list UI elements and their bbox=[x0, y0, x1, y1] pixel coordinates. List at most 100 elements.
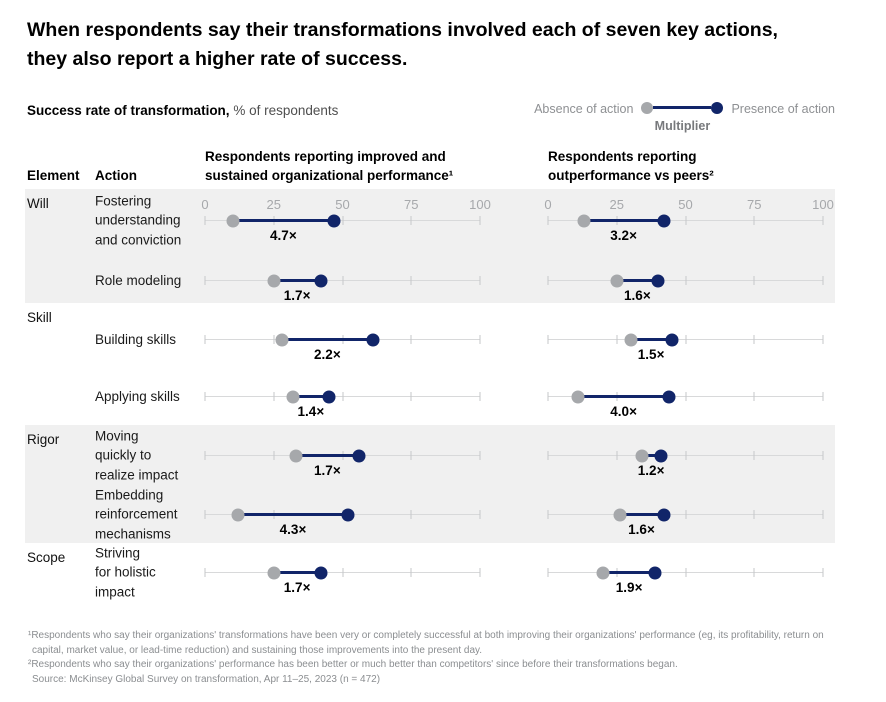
axis-tick-mark bbox=[204, 335, 206, 345]
axis-tick-mark bbox=[479, 335, 481, 345]
chart-row: Building skills 2.2× 1.5× bbox=[95, 303, 824, 369]
legend-graphic-group: Multiplier bbox=[641, 101, 724, 133]
axis-tick-mark bbox=[616, 335, 618, 345]
legend-dumbbell bbox=[641, 101, 724, 115]
performance-chart: 0 25 50 75 100 4.7× bbox=[201, 189, 490, 251]
footnote-1: ¹Respondents who say their organizations… bbox=[28, 629, 824, 656]
multiplier-line bbox=[619, 513, 664, 517]
performance-chart: 1.7× bbox=[204, 251, 481, 303]
absence-dot bbox=[267, 566, 281, 580]
element-label: Rigor bbox=[27, 431, 60, 447]
axis-tick-mark bbox=[822, 392, 824, 402]
action-label: Striving for holistic impact bbox=[95, 545, 156, 600]
multiplier-value: 1.6× bbox=[624, 287, 651, 303]
absence-dot bbox=[226, 214, 239, 228]
chart-row: Striving for holistic impact 1.7× 1.9× bbox=[95, 543, 824, 603]
presence-dot bbox=[327, 214, 341, 228]
axis-tick-mark bbox=[685, 568, 686, 578]
column-gap bbox=[480, 425, 548, 485]
multiplier-line bbox=[273, 571, 321, 575]
action-label: Embedding reinforcement mechanisms bbox=[95, 487, 178, 542]
action-cell: Building skills bbox=[95, 303, 205, 369]
axis-tick-mark bbox=[753, 335, 755, 345]
column-gap bbox=[480, 369, 548, 425]
performance-chart: 2.2× bbox=[204, 303, 481, 369]
axis-tick-label: 75 bbox=[404, 196, 419, 212]
axis-tick-mark bbox=[204, 568, 206, 578]
axis-tick-mark bbox=[273, 392, 275, 402]
axis-tick-mark bbox=[410, 216, 412, 226]
axis-tick-mark bbox=[342, 216, 343, 226]
action-label: Moving quickly to realize impact bbox=[95, 428, 179, 483]
footnotes: ¹Respondents who say their organizations… bbox=[27, 629, 839, 688]
axis-tick-mark bbox=[479, 451, 481, 461]
multiplier-value: 4.7× bbox=[270, 227, 297, 243]
peers-chart: 1.6× bbox=[547, 251, 824, 303]
element-group-rigor: Rigor Moving quickly to realize impact 1.7… bbox=[25, 424, 835, 543]
element-group-skill: Skill Building skills 2.2× 1.5× Applying ski… bbox=[25, 303, 835, 425]
legend-multiplier-label: Multiplier bbox=[654, 118, 711, 133]
axis-tick-mark bbox=[204, 510, 206, 520]
multiplier-line bbox=[603, 571, 656, 575]
chart-subtitle: Success rate of transformation, % of res… bbox=[27, 101, 338, 118]
action-label: Role modeling bbox=[95, 273, 182, 289]
axis-tick-mark bbox=[822, 335, 824, 345]
absence-dot bbox=[613, 508, 626, 522]
chart-row: Role modeling 1.7× 1.6× bbox=[95, 251, 824, 303]
axis-tick-mark bbox=[204, 451, 206, 461]
axis-tick-mark bbox=[616, 451, 618, 461]
absence-dot bbox=[610, 274, 624, 288]
axis-tick-mark bbox=[547, 335, 549, 345]
action-cell: Role modeling bbox=[95, 251, 205, 303]
axis-tick-mark bbox=[753, 216, 755, 226]
absence-dot bbox=[289, 449, 303, 463]
axis-tick-mark bbox=[685, 335, 686, 345]
axis-tick-mark bbox=[204, 392, 206, 402]
multiplier-value: 1.7× bbox=[314, 462, 341, 478]
presence-dot bbox=[314, 274, 327, 288]
group-rows: Fostering understanding and conviction 0 2… bbox=[95, 189, 834, 303]
axis-tick-mark bbox=[822, 510, 824, 520]
multiplier-line bbox=[273, 279, 321, 283]
multiplier-value: 4.0× bbox=[610, 403, 637, 419]
presence-dot bbox=[314, 566, 327, 580]
axis-tick-mark bbox=[547, 510, 549, 520]
axis-tick-mark bbox=[410, 510, 412, 520]
presence-dot bbox=[651, 274, 665, 288]
axis-tick-mark bbox=[547, 392, 549, 402]
absence-dot bbox=[635, 449, 648, 463]
peers-chart: 4.0× bbox=[547, 369, 824, 425]
presence-dot bbox=[352, 449, 366, 463]
action-cell: Applying skills bbox=[95, 369, 205, 425]
axis-tick-mark bbox=[547, 451, 549, 461]
axis-tick-mark bbox=[479, 510, 481, 520]
element-group-will: Will Fostering understanding and convicti… bbox=[25, 188, 835, 303]
axis-tick-mark bbox=[547, 276, 549, 286]
peers-column-header: Respondents reporting outperformance vs … bbox=[548, 147, 823, 185]
action-label: Building skills bbox=[95, 332, 177, 348]
legend-absence-label: Absence of action bbox=[534, 101, 634, 116]
presence-dot bbox=[662, 390, 676, 404]
multiplier-value: 3.2× bbox=[610, 227, 637, 243]
column-gap bbox=[480, 485, 548, 543]
multiplier-value: 1.5× bbox=[637, 346, 665, 362]
axis-tick-label: 0 bbox=[201, 196, 209, 212]
axis-tick-mark bbox=[822, 276, 824, 286]
axis-tick-mark bbox=[342, 568, 343, 578]
element-label: Scope bbox=[27, 549, 66, 565]
multiplier-value: 1.6× bbox=[628, 521, 655, 537]
peers-chart: 1.2× bbox=[547, 425, 824, 485]
performance-chart: 1.4× bbox=[204, 369, 481, 425]
multiplier-line bbox=[583, 219, 664, 223]
axis-tick-mark bbox=[342, 392, 343, 402]
axis-tick-mark bbox=[685, 392, 686, 402]
peers-column-header-text: Respondents reporting outperformance vs … bbox=[548, 148, 714, 183]
axis-tick-mark bbox=[410, 276, 412, 286]
axis-tick-label: 0 bbox=[544, 196, 552, 212]
multiplier-line bbox=[238, 513, 348, 517]
axis-tick-label: 50 bbox=[335, 196, 350, 212]
multiplier-line bbox=[293, 395, 329, 399]
multiplier-value: 1.7× bbox=[283, 579, 311, 595]
multiplier-value: 4.3× bbox=[279, 521, 307, 537]
axis-tick-label: 75 bbox=[747, 196, 762, 212]
